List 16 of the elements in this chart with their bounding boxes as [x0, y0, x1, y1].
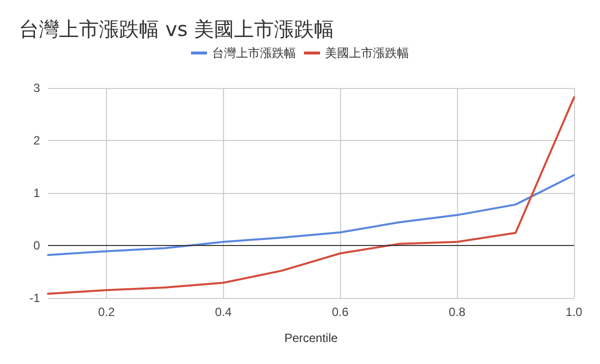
x-tick-label: 1.0	[566, 305, 583, 319]
legend-label: 美國上市漲跌幅	[325, 46, 409, 60]
line-series	[47, 174, 575, 256]
y-tick-label: 3	[33, 81, 40, 95]
y-tick-label: 0	[33, 238, 40, 252]
y-tick-label: 1	[33, 186, 40, 200]
y-tick-label: 2	[33, 134, 40, 148]
x-tick-label: 0.2	[98, 305, 116, 319]
x-tick-label: 0.6	[332, 305, 349, 319]
y-tick-label: -1	[29, 291, 40, 305]
legend-label: 台灣上市漲跌幅	[212, 46, 296, 60]
line-series	[47, 96, 575, 295]
x-tick-label: 0.4	[214, 305, 232, 319]
x-axis-title: Percentile	[284, 331, 338, 345]
chart-title: 台灣上市漲跌幅 vs 美國上市漲跌幅	[19, 17, 334, 41]
x-tick-label: 0.8	[448, 305, 466, 319]
